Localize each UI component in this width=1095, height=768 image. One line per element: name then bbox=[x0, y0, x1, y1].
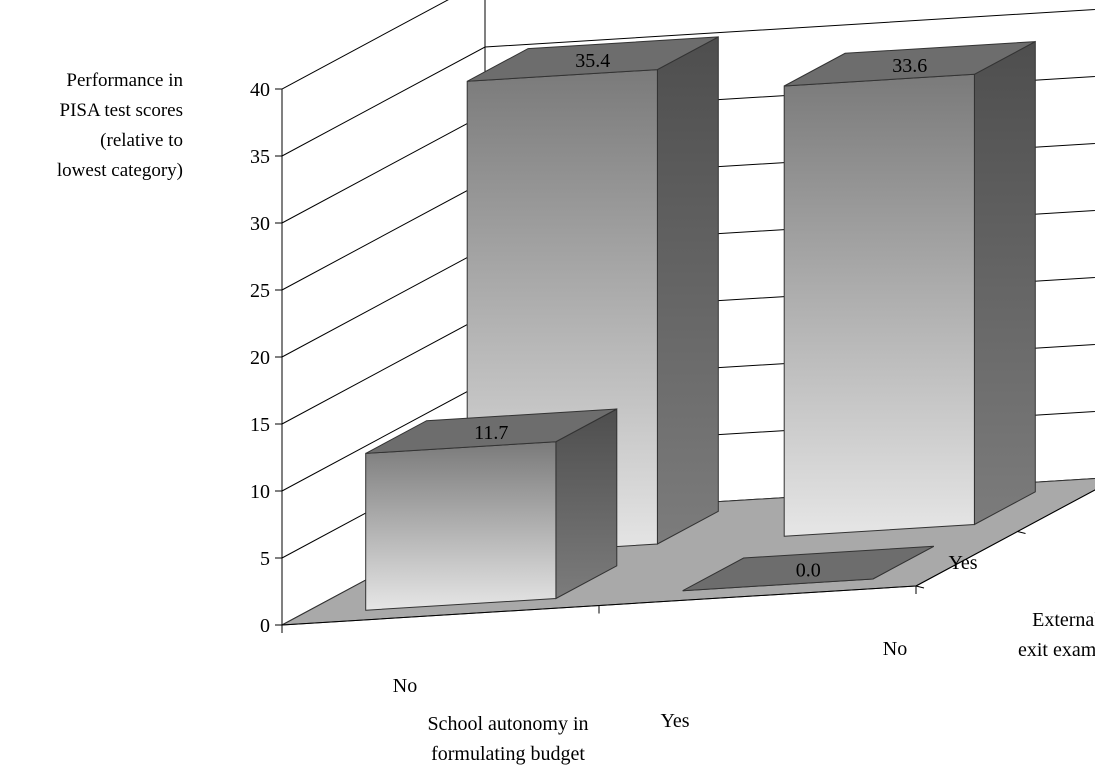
y-axis-label-line-3: (relative to bbox=[100, 130, 183, 151]
bar-no-no-top bbox=[365, 408, 618, 454]
y-tick-label-30: 30 bbox=[250, 213, 270, 235]
y-axis-label-line-4: lowest category) bbox=[57, 160, 183, 181]
bar-yes-no-top bbox=[682, 545, 935, 592]
y-axis-label-line-2: PISA test scores bbox=[60, 100, 184, 121]
bar-no-no: 11.7 bbox=[365, 408, 618, 611]
y-tick-label-20: 20 bbox=[250, 347, 270, 369]
y-tick-label-15: 15 bbox=[250, 414, 270, 436]
x-category-no: No bbox=[393, 675, 417, 697]
bar-no-yes-top bbox=[466, 36, 719, 82]
data-label-yes-no: 0.0 bbox=[796, 560, 821, 582]
depth-axis-title-line-1: External bbox=[1032, 609, 1095, 631]
y-tick-label-5: 5 bbox=[260, 548, 270, 570]
bar-no-yes-side bbox=[656, 36, 719, 545]
depth-tick-mark-0 bbox=[915, 585, 925, 589]
depth-category-yes: Yes bbox=[948, 552, 977, 574]
bar-yes-yes: 33.6 bbox=[783, 40, 1036, 537]
data-label-no-no: 11.7 bbox=[474, 422, 508, 444]
data-label-no-yes: 35.4 bbox=[575, 50, 610, 72]
x-category-yes: Yes bbox=[660, 710, 689, 732]
bar-no-no-side bbox=[555, 408, 618, 600]
bar-no-no-front bbox=[365, 441, 557, 611]
y-tick-label-25: 25 bbox=[250, 280, 270, 302]
gridline-35 bbox=[281, 8, 1095, 157]
data-label-yes-yes: 33.6 bbox=[892, 55, 927, 77]
bar-yes-yes-top bbox=[783, 41, 1036, 87]
y-tick-label-10: 10 bbox=[250, 481, 270, 503]
y-tick-label-0: 0 bbox=[260, 615, 270, 637]
depth-axis-title-line-2: exit exams bbox=[1018, 639, 1095, 661]
category-labels: No Yes No Yes bbox=[393, 552, 978, 732]
y-tick-label-40: 40 bbox=[250, 79, 270, 101]
depth-tick-mark-1 bbox=[1017, 531, 1026, 534]
bar-yes-no: 0.0 bbox=[682, 545, 935, 592]
y-axis-ticks: 0 5 10 15 20 25 30 35 40 bbox=[250, 79, 282, 637]
depth-category-no: No bbox=[883, 638, 907, 660]
bar-yes-yes-front bbox=[783, 73, 975, 537]
bar-yes-yes-side bbox=[973, 40, 1036, 526]
y-axis-label-line-1: Performance in bbox=[66, 70, 183, 91]
y-tick-label-35: 35 bbox=[250, 146, 270, 168]
bars: 35.4 33.6 11.7 0.0 bbox=[365, 36, 1036, 611]
x-axis-title-line-2: formulating budget bbox=[431, 743, 585, 765]
x-axis-title-line-1: School autonomy in bbox=[427, 713, 588, 735]
